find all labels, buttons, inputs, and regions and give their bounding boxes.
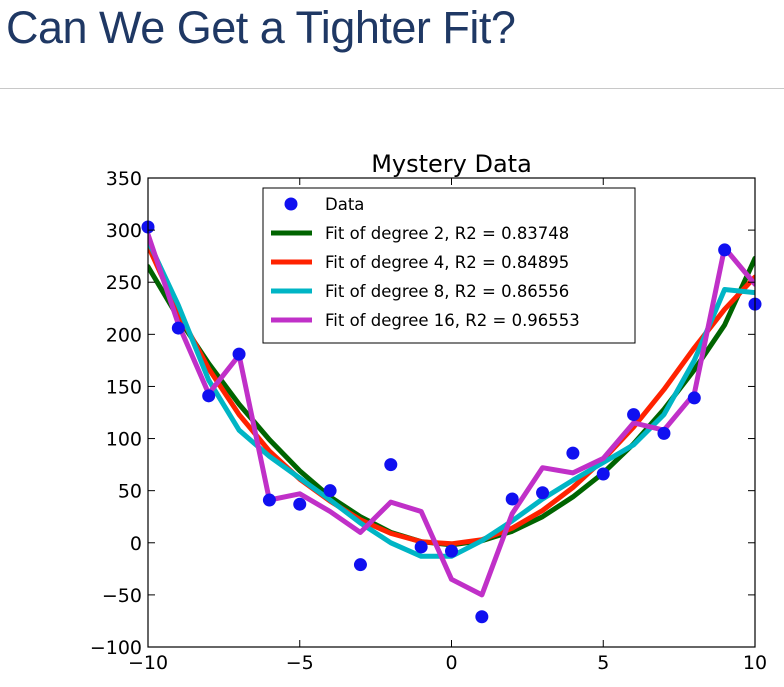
- data-point: [566, 446, 580, 460]
- legend-label: Data: [325, 195, 364, 214]
- data-point: [596, 467, 610, 481]
- y-tick-label: −100: [90, 637, 142, 659]
- data-point: [353, 558, 367, 572]
- data-point: [536, 486, 550, 500]
- data-point: [171, 321, 185, 335]
- data-point: [475, 610, 489, 624]
- y-tick-label: 0: [130, 533, 142, 555]
- legend-label: Fit of degree 4, R2 = 0.84895: [325, 253, 569, 272]
- data-point: [718, 243, 732, 257]
- x-tick-label: 10: [743, 652, 767, 674]
- title-divider: [0, 88, 784, 89]
- data-point: [445, 544, 458, 558]
- legend-label: Fit of degree 2, R2 = 0.83748: [325, 224, 569, 243]
- data-point: [293, 497, 307, 511]
- y-tick-label: 300: [106, 220, 142, 242]
- x-tick-label: −5: [286, 652, 314, 674]
- series-line-2: [148, 243, 755, 547]
- data-point: [384, 458, 398, 472]
- y-tick-label: 200: [106, 324, 142, 346]
- data-point: [202, 389, 216, 403]
- x-tick-label: 5: [597, 652, 609, 674]
- data-point: [657, 426, 671, 440]
- legend-box: [262, 187, 636, 344]
- y-tick-label: 150: [106, 376, 142, 398]
- legend-marker: [284, 197, 298, 211]
- data-point: [505, 492, 519, 506]
- legend-label: Fit of degree 8, R2 = 0.86556: [325, 282, 569, 301]
- y-tick-label: 250: [106, 272, 142, 294]
- slide-title: Can We Get a Tighter Fit?: [6, 2, 516, 53]
- data-point: [323, 484, 337, 498]
- legend-label: Fit of degree 16, R2 = 0.96553: [325, 311, 580, 330]
- y-tick-label: 50: [118, 481, 142, 503]
- data-point: [232, 347, 246, 361]
- x-tick-label: 0: [445, 652, 457, 674]
- data-point: [687, 391, 701, 405]
- series-line-4: [148, 231, 755, 598]
- y-tick-label: −50: [102, 585, 142, 607]
- legend: Data Fit of degree 2, R2 = 0.83748 Fit of …: [262, 187, 636, 344]
- data-point: [627, 408, 641, 422]
- y-tick-label: 100: [106, 429, 142, 451]
- x-tick-label: −10: [128, 652, 168, 674]
- y-tick-label: 350: [106, 168, 142, 190]
- chart-title: Mystery Data: [371, 150, 532, 178]
- data-point: [262, 493, 276, 507]
- plot-points: [141, 220, 762, 624]
- data-point: [414, 540, 428, 554]
